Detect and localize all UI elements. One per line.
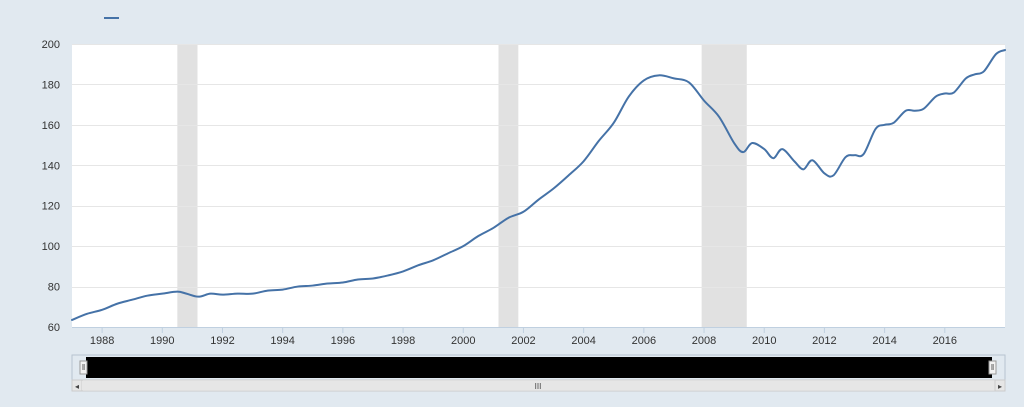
x-axis-ticks: 1988 1990 1992 1994 1996 1998 2000 2002 2004 2006… bbox=[72, 327, 1005, 347]
recession-band-1 bbox=[177, 44, 198, 327]
y-tick-label: 140 bbox=[42, 160, 60, 172]
handle-right-grip-icon: ‖ bbox=[991, 363, 994, 372]
x-tick-label: 1990 bbox=[150, 335, 174, 347]
horizontal-gridlines bbox=[72, 44, 1005, 328]
x-tick-label: 1998 bbox=[391, 335, 415, 347]
x-tick-label: 2002 bbox=[511, 335, 535, 347]
series-layer bbox=[71, 49, 1006, 321]
y-tick-label: 120 bbox=[42, 201, 60, 213]
y-tick-label: 200 bbox=[42, 39, 60, 51]
y-tick-label: 80 bbox=[48, 282, 60, 294]
plot-background bbox=[72, 44, 1005, 327]
x-tick-label: 1988 bbox=[90, 335, 114, 347]
x-tick-label: 2010 bbox=[752, 335, 776, 347]
x-tick-label: 2016 bbox=[933, 335, 957, 347]
handle-left-grip-icon: ‖ bbox=[82, 363, 85, 372]
scrollbar[interactable]: ◂ III ▸ bbox=[71, 379, 1006, 392]
x-tick-label: 1994 bbox=[270, 335, 294, 347]
x-tick-label: 2006 bbox=[632, 335, 656, 347]
navigator-selected-range[interactable] bbox=[86, 357, 992, 378]
scroll-left-icon: ◂ bbox=[75, 382, 79, 391]
y-tick-label: 180 bbox=[42, 79, 60, 91]
y-tick-label: 100 bbox=[42, 241, 60, 253]
recession-bands bbox=[177, 44, 747, 327]
x-tick-label: 2014 bbox=[872, 335, 896, 347]
x-tick-label: 2008 bbox=[692, 335, 716, 347]
scroll-right-icon: ▸ bbox=[998, 382, 1002, 391]
x-tick-label: 2004 bbox=[571, 335, 595, 347]
x-tick-label: 1992 bbox=[210, 335, 234, 347]
navigator-handle-right[interactable]: ‖ bbox=[988, 360, 997, 375]
scrollbar-grip-icon: III bbox=[535, 382, 542, 391]
x-tick-label: 1996 bbox=[331, 335, 355, 347]
scroll-left-button[interactable]: ◂ bbox=[71, 379, 83, 392]
recession-band-2 bbox=[498, 44, 519, 327]
navigator-handle-left[interactable]: ‖ bbox=[79, 360, 88, 375]
series-line-1 bbox=[71, 49, 1006, 321]
scroll-right-button[interactable]: ▸ bbox=[994, 379, 1006, 392]
y-tick-label: 60 bbox=[48, 322, 60, 334]
y-axis-ticks: 60 80 100 120 140 160 180 200 bbox=[42, 39, 60, 334]
recession-band-3 bbox=[701, 44, 747, 327]
y-tick-label: 160 bbox=[42, 120, 60, 132]
navigator[interactable]: ‖ ‖ bbox=[71, 354, 1006, 381]
x-tick-label: 2000 bbox=[451, 335, 475, 347]
scrollbar-thumb[interactable] bbox=[82, 381, 995, 390]
x-tick-label: 2012 bbox=[812, 335, 836, 347]
